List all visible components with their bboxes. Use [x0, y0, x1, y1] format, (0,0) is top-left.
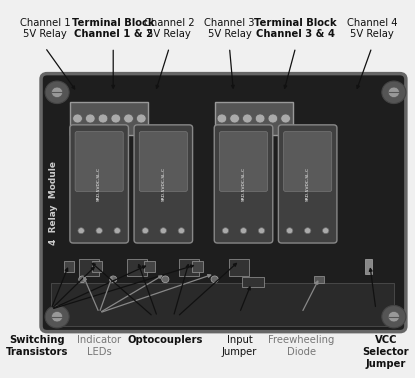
FancyBboxPatch shape — [75, 132, 123, 191]
Text: SRD-5VDC-SL-C: SRD-5VDC-SL-C — [161, 167, 165, 201]
Circle shape — [45, 81, 69, 104]
Circle shape — [98, 114, 108, 123]
Bar — [51, 283, 394, 326]
Circle shape — [160, 228, 166, 234]
Circle shape — [51, 87, 63, 98]
Circle shape — [222, 228, 229, 234]
Bar — [79, 259, 99, 276]
Bar — [179, 259, 200, 276]
Circle shape — [305, 228, 311, 234]
Circle shape — [322, 228, 329, 234]
Bar — [64, 260, 74, 272]
Text: Indicator
LEDs: Indicator LEDs — [77, 335, 121, 357]
Circle shape — [230, 114, 239, 123]
Circle shape — [259, 228, 265, 234]
Text: SRD-5VDC-SL-C: SRD-5VDC-SL-C — [306, 167, 310, 201]
Text: SRD-5VDC-SL-C: SRD-5VDC-SL-C — [242, 167, 246, 201]
Circle shape — [255, 114, 265, 123]
Circle shape — [78, 228, 84, 234]
Text: Optocouplers: Optocouplers — [128, 335, 203, 345]
Circle shape — [388, 87, 400, 98]
Circle shape — [240, 228, 247, 234]
Circle shape — [110, 276, 117, 283]
Circle shape — [142, 228, 149, 234]
FancyBboxPatch shape — [278, 125, 337, 243]
Bar — [70, 102, 149, 135]
Text: Terminal Block
Channel 1 & 2: Terminal Block Channel 1 & 2 — [72, 17, 154, 39]
Text: 4  Relay  Module: 4 Relay Module — [49, 161, 58, 245]
FancyBboxPatch shape — [214, 125, 273, 243]
Circle shape — [114, 228, 120, 234]
Circle shape — [45, 305, 69, 328]
Circle shape — [217, 114, 227, 123]
Circle shape — [73, 114, 82, 123]
Circle shape — [388, 311, 400, 322]
Bar — [92, 260, 103, 272]
Text: VCC
Selector
Jumper: VCC Selector Jumper — [363, 335, 409, 369]
Text: Terminal Block
Channel 3 & 4: Terminal Block Channel 3 & 4 — [254, 17, 337, 39]
Bar — [215, 102, 293, 135]
FancyBboxPatch shape — [139, 132, 188, 191]
Text: Input
Jumper: Input Jumper — [222, 335, 257, 357]
Circle shape — [124, 114, 133, 123]
Circle shape — [281, 114, 290, 123]
Circle shape — [268, 114, 278, 123]
Circle shape — [178, 228, 185, 234]
Bar — [127, 259, 147, 276]
Text: Channel 1
5V Relay: Channel 1 5V Relay — [20, 17, 71, 39]
Bar — [144, 260, 154, 272]
Circle shape — [137, 114, 146, 123]
Bar — [192, 260, 203, 272]
Circle shape — [242, 114, 252, 123]
Text: Switching
Transistors: Switching Transistors — [6, 335, 68, 357]
FancyBboxPatch shape — [220, 132, 268, 191]
Circle shape — [286, 228, 293, 234]
Circle shape — [111, 114, 121, 123]
Text: Channel 3
5V Relay: Channel 3 5V Relay — [204, 17, 255, 39]
Circle shape — [51, 311, 63, 322]
Bar — [365, 259, 372, 274]
Bar — [229, 259, 249, 276]
FancyBboxPatch shape — [283, 132, 332, 191]
Circle shape — [96, 228, 103, 234]
Circle shape — [382, 305, 406, 328]
Circle shape — [211, 276, 218, 283]
Bar — [314, 276, 324, 283]
Circle shape — [85, 114, 95, 123]
Circle shape — [162, 276, 169, 283]
Circle shape — [79, 276, 86, 283]
Text: SRD-5VDC-SL-C: SRD-5VDC-SL-C — [97, 167, 101, 201]
Text: Channel 4
5V Relay: Channel 4 5V Relay — [347, 17, 397, 39]
Bar — [242, 277, 264, 287]
Text: Freewheeling
Diode: Freewheeling Diode — [269, 335, 335, 357]
Circle shape — [382, 81, 406, 104]
FancyBboxPatch shape — [70, 125, 129, 243]
FancyBboxPatch shape — [41, 74, 406, 332]
FancyBboxPatch shape — [134, 125, 193, 243]
Text: Channel 2
5V Relay: Channel 2 5V Relay — [144, 17, 195, 39]
